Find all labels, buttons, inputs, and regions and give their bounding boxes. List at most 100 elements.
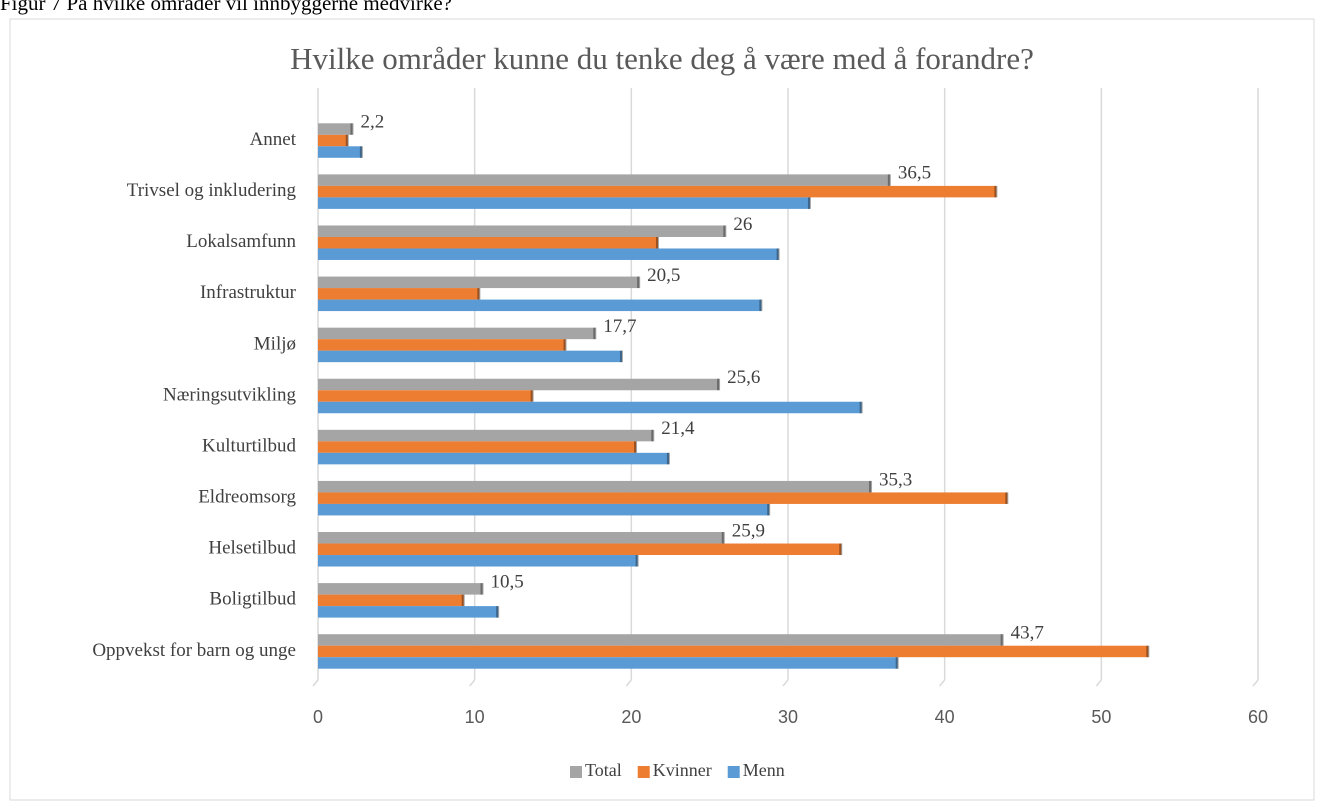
bar-edge [593, 327, 597, 340]
data-label: 25,6 [727, 367, 760, 388]
bar [318, 299, 762, 312]
data-label: 35,3 [879, 469, 912, 490]
bar-edge [666, 452, 670, 465]
legend-swatch [727, 766, 740, 778]
bar [318, 276, 640, 289]
bar-edge [994, 185, 998, 198]
x-tick-label: 30 [778, 707, 798, 727]
bar-edge [619, 350, 623, 363]
data-label: 25,9 [732, 520, 765, 541]
bar-edge [717, 378, 721, 391]
data-label: 36,5 [898, 163, 931, 184]
bar-edge [807, 197, 811, 209]
bar [318, 492, 1008, 504]
bar-edge [859, 401, 863, 414]
bar [318, 480, 872, 493]
category-label: Lokalsamfunn [186, 231, 296, 252]
bar [318, 236, 658, 249]
bar [318, 606, 499, 618]
bar [318, 123, 353, 135]
bar [318, 645, 1149, 658]
floor-tick [312, 679, 319, 687]
bar-edge [839, 543, 843, 556]
bar-edge [776, 248, 780, 260]
x-tick-label: 60 [1248, 707, 1268, 727]
bar [318, 197, 810, 209]
floor-tick [782, 679, 789, 687]
bar [318, 339, 566, 351]
x-tick-label: 50 [1091, 707, 1111, 727]
bar [318, 185, 997, 198]
bar [318, 543, 842, 556]
category-label: Boligtilbud [209, 589, 296, 610]
bar [318, 401, 862, 414]
legend-label: Menn [743, 760, 785, 780]
bar [318, 134, 348, 147]
bar [318, 583, 483, 595]
bar [318, 594, 464, 607]
category-label: Helsetilbud [208, 538, 296, 559]
category-label: Næringsutvikling [163, 384, 297, 405]
bar [318, 452, 669, 465]
x-tick-label: 10 [465, 707, 485, 727]
bar [318, 657, 898, 669]
bar [318, 503, 770, 516]
category-label: Kulturtilbud [202, 435, 296, 456]
bar [318, 225, 726, 237]
bar [318, 327, 596, 340]
bar [318, 429, 654, 442]
bar-edge [637, 276, 641, 289]
data-label: 17,7 [603, 316, 636, 337]
floor-tick [469, 679, 476, 687]
bar-edge [496, 606, 500, 618]
data-label: 20,5 [647, 265, 680, 286]
page-header: Figur 7 På hvilke områder vil innbyggern… [0, 0, 452, 15]
data-label: 43,7 [1011, 623, 1044, 644]
bar [318, 634, 1003, 646]
bar-edge [359, 146, 363, 158]
x-tick-label: 20 [621, 707, 641, 727]
chart-title: Hvilke områder kunne du tenke deg å være… [290, 41, 1034, 76]
bar-edge [635, 555, 639, 567]
floor-tick [1252, 679, 1259, 687]
bar-edge [759, 299, 763, 312]
bar [318, 288, 480, 300]
legend-label: Total [585, 760, 622, 780]
bar-edge [1005, 492, 1009, 504]
x-tick-label: 40 [935, 707, 955, 727]
data-label: 26 [733, 214, 752, 235]
bar [318, 441, 637, 453]
bar-edge [477, 288, 481, 300]
floor-tick [939, 679, 946, 687]
bar-edge [345, 134, 349, 147]
bar [318, 146, 362, 158]
legend-label: Kvinner [653, 760, 712, 780]
data-label: 21,4 [661, 418, 695, 439]
data-label: 10,5 [491, 571, 524, 592]
data-label: 2,2 [360, 112, 384, 133]
category-label: Miljø [254, 333, 296, 354]
bar-edge [634, 441, 638, 453]
bar-edge [1146, 645, 1150, 658]
bar [318, 248, 779, 260]
category-label: Annet [250, 129, 297, 150]
category-label: Oppvekst for barn og unge [92, 640, 296, 661]
bar-edge [887, 174, 891, 186]
legend-swatch [637, 766, 650, 778]
floor-tick [1095, 679, 1102, 687]
category-label: Infrastruktur [200, 282, 297, 303]
bar-edge [1000, 634, 1004, 646]
category-label: Trivsel og inkludering [127, 180, 297, 201]
bar-edge [721, 532, 725, 544]
floor-tick [625, 679, 632, 687]
bar-edge [655, 236, 659, 249]
bar [318, 174, 890, 186]
bar [318, 390, 533, 402]
bar-edge [651, 429, 655, 442]
bar [318, 532, 724, 544]
bar [318, 350, 622, 363]
legend-swatch [570, 766, 582, 778]
bar-edge [461, 594, 465, 607]
